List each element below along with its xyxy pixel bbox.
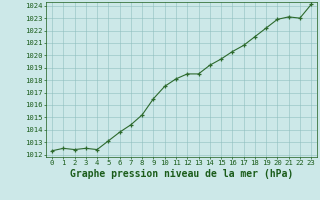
- X-axis label: Graphe pression niveau de la mer (hPa): Graphe pression niveau de la mer (hPa): [70, 169, 293, 179]
